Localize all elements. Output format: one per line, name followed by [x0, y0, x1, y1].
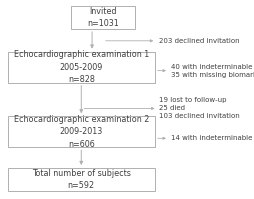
Text: 14 with indeterminable LV indexes: 14 with indeterminable LV indexes [171, 135, 254, 141]
Text: 40 with indeterminable LV indexes
35 with missing biomarker levels: 40 with indeterminable LV indexes 35 wit… [171, 64, 254, 78]
Text: Invited
n=1031: Invited n=1031 [87, 7, 119, 28]
Text: Echocardiographic examination 2
2009-2013
n=606: Echocardiographic examination 2 2009-201… [14, 115, 149, 149]
Text: Total number of subjects
n=592: Total number of subjects n=592 [32, 169, 131, 190]
Bar [8, 116, 155, 147]
Text: Echocardiographic examination 1
2005-2009
n=828: Echocardiographic examination 1 2005-200… [14, 50, 149, 84]
Bar [8, 52, 155, 83]
Bar [8, 168, 155, 191]
Bar [71, 6, 135, 29]
Text: 203 declined invitation: 203 declined invitation [159, 38, 239, 44]
Text: 19 lost to follow-up
25 died
103 declined invitation: 19 lost to follow-up 25 died 103 decline… [159, 98, 240, 119]
